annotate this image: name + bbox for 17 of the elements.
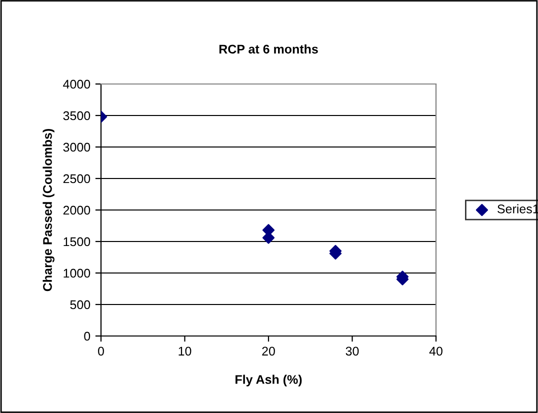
y-tick-label: 1500 <box>64 237 90 246</box>
chart-title: RCP at 6 months <box>219 44 318 54</box>
y-tick-label: 3500 <box>63 111 90 120</box>
y-tick-label: 500 <box>70 300 90 310</box>
x-tick-label: 30 <box>346 346 359 356</box>
x-tick-label: 10 <box>178 346 192 356</box>
x-axis-title: Fly Ash (%) <box>236 374 302 386</box>
y-tick-label: 4000 <box>63 80 90 89</box>
x-tick-label: 20 <box>262 346 275 356</box>
y-axis-title: Charge Passed (Coulombs) <box>42 129 54 292</box>
x-tick-label: 0 <box>98 346 104 356</box>
y-tick-label: 3000 <box>63 142 90 152</box>
y-tick-label: 2000 <box>63 206 90 215</box>
x-tick-label: 40 <box>429 346 442 356</box>
y-tick-label: 1000 <box>64 268 90 278</box>
y-tick-label: 2500 <box>63 174 90 184</box>
y-tick-label: 0 <box>84 332 90 341</box>
